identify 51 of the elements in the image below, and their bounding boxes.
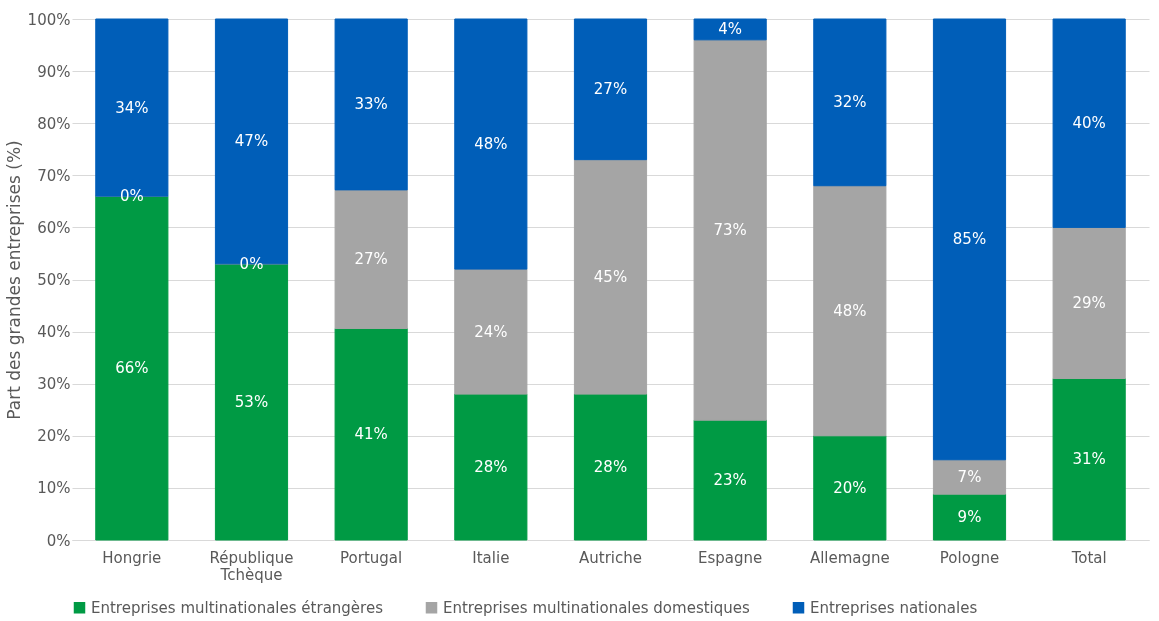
data-label: 73% <box>713 221 747 240</box>
data-label: 41% <box>354 425 388 444</box>
data-label: 66% <box>115 359 149 378</box>
y-tick-label: 20% <box>37 427 71 446</box>
data-label: 33% <box>354 95 388 114</box>
data-label: 31% <box>1072 450 1106 469</box>
data-label: 34% <box>115 98 149 117</box>
x-tick-label: Autriche <box>579 548 642 567</box>
x-tick-label: Pologne <box>939 548 1000 567</box>
data-label: 28% <box>474 458 508 477</box>
legend-label: Entreprises nationales <box>810 598 978 617</box>
data-label: 40% <box>1072 114 1106 133</box>
x-tick-label: Portugal <box>340 548 403 567</box>
data-label: 0% <box>239 254 264 273</box>
data-label: 20% <box>833 478 867 497</box>
data-label: 24% <box>474 322 508 341</box>
y-tick-label: 40% <box>37 323 71 342</box>
y-tick-label: 50% <box>37 271 71 289</box>
data-label: 4% <box>718 20 743 39</box>
legend-label: Entreprises multinationales étrangères <box>91 598 384 617</box>
data-label: 45% <box>593 267 628 286</box>
y-tick-label: 80% <box>37 114 71 133</box>
legend-label: Entreprises multinationales domestiques <box>443 598 751 617</box>
y-tick-label: 60% <box>37 218 71 237</box>
data-label: 48% <box>474 135 508 154</box>
data-label: 85% <box>952 230 987 249</box>
data-label: 28% <box>593 458 628 477</box>
x-tick-label: Hongrie <box>102 548 162 567</box>
x-tick-label: Italie <box>472 548 510 567</box>
x-tick-label: Espagne <box>698 548 763 567</box>
data-label: 53% <box>234 392 269 411</box>
data-label: 23% <box>713 471 747 490</box>
x-tick-label: République Tchèque <box>209 548 294 584</box>
data-label: 9% <box>957 508 982 527</box>
x-tick-label: Allemagne <box>809 548 890 567</box>
x-tick-label: Total <box>1070 548 1107 567</box>
data-label: 7% <box>957 467 982 486</box>
data-label: 47% <box>234 132 269 151</box>
data-label: 32% <box>833 93 867 112</box>
data-label: 29% <box>1072 293 1106 312</box>
y-tick-label: 10% <box>37 479 71 498</box>
y-tick-label: 70% <box>37 166 71 185</box>
data-label: 0% <box>119 187 144 206</box>
y-tick-label: 30% <box>37 375 71 394</box>
data-label: 27% <box>593 80 628 99</box>
data-label: 27% <box>354 250 388 269</box>
y-tick-label: 90% <box>37 62 71 81</box>
y-tick-label: 0% <box>46 531 71 550</box>
data-label: 48% <box>833 301 867 320</box>
y-tick-label: 100% <box>27 10 71 29</box>
y-axis-title: Part des grandes entreprises (%) <box>3 140 24 420</box>
